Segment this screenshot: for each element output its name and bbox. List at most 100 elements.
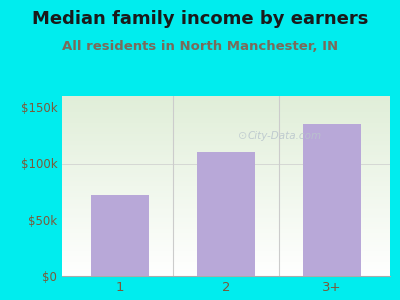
Bar [62, 103, 390, 105]
Text: City-Data.com: City-Data.com [248, 130, 322, 141]
Bar [62, 233, 390, 235]
Bar [62, 172, 390, 173]
Bar [62, 128, 390, 130]
Bar [62, 209, 390, 211]
Bar [62, 159, 390, 161]
Bar [62, 224, 390, 226]
Bar [62, 121, 390, 123]
Bar [62, 245, 390, 247]
Bar [62, 236, 390, 238]
Bar [62, 105, 390, 107]
Bar [62, 136, 390, 137]
Bar [62, 204, 390, 206]
Bar [62, 132, 390, 134]
Bar [62, 96, 390, 98]
Bar [62, 101, 390, 103]
Bar [62, 100, 390, 101]
Bar [62, 191, 390, 193]
Text: ⊙: ⊙ [238, 130, 247, 141]
Bar [62, 222, 390, 224]
Bar [62, 146, 390, 148]
Bar [62, 173, 390, 175]
Bar [62, 242, 390, 244]
Bar [62, 118, 390, 119]
Bar [62, 254, 390, 256]
Bar [62, 148, 390, 150]
Bar [62, 98, 390, 100]
Bar [62, 213, 390, 215]
Bar [62, 269, 390, 271]
Bar [62, 199, 390, 200]
Bar [62, 157, 390, 159]
Bar [62, 193, 390, 195]
Bar [62, 227, 390, 229]
Bar [62, 127, 390, 128]
Bar [62, 231, 390, 233]
Bar [62, 109, 390, 110]
Bar [62, 235, 390, 236]
Bar [62, 208, 390, 209]
Bar [62, 139, 390, 141]
Bar [62, 253, 390, 254]
Bar [62, 164, 390, 166]
Bar [62, 130, 390, 132]
Bar [62, 119, 390, 121]
Bar [62, 150, 390, 152]
Bar [197, 152, 255, 276]
Bar [62, 229, 390, 231]
Bar [62, 182, 390, 184]
Text: All residents in North Manchester, IN: All residents in North Manchester, IN [62, 40, 338, 53]
Bar [62, 152, 390, 154]
Bar [62, 238, 390, 240]
Bar [62, 197, 390, 199]
Bar [62, 195, 390, 197]
Bar [62, 155, 390, 157]
Bar [62, 267, 390, 269]
Bar [62, 166, 390, 168]
Bar [62, 161, 390, 163]
Bar [62, 168, 390, 170]
Bar [303, 124, 361, 276]
Bar [62, 114, 390, 116]
Bar [62, 271, 390, 272]
Bar [62, 125, 390, 127]
Bar [62, 141, 390, 143]
Bar [62, 175, 390, 177]
Bar [62, 256, 390, 258]
Bar [62, 170, 390, 172]
Bar [62, 202, 390, 204]
Bar [62, 123, 390, 125]
Bar [62, 116, 390, 118]
Bar [62, 188, 390, 190]
Bar [62, 206, 390, 208]
Bar [62, 263, 390, 265]
Bar [62, 177, 390, 179]
Bar [62, 274, 390, 276]
Bar [62, 244, 390, 245]
Bar [62, 262, 390, 263]
Bar [62, 249, 390, 251]
Bar [62, 190, 390, 191]
Bar [62, 272, 390, 274]
Bar [62, 107, 390, 109]
Bar [62, 163, 390, 164]
Bar [62, 215, 390, 217]
Text: Median family income by earners: Median family income by earners [32, 11, 368, 28]
Bar [62, 154, 390, 155]
Bar [62, 200, 390, 202]
Bar [62, 134, 390, 136]
Bar [62, 217, 390, 218]
Bar [62, 265, 390, 267]
Bar [62, 226, 390, 227]
Bar [62, 251, 390, 253]
Bar [62, 247, 390, 249]
Bar [62, 112, 390, 114]
Bar [62, 145, 390, 146]
Bar [62, 143, 390, 145]
Bar [62, 137, 390, 139]
Bar [62, 220, 390, 222]
Bar [62, 179, 390, 181]
Bar [62, 240, 390, 242]
Bar [62, 218, 390, 220]
Bar [62, 181, 390, 182]
